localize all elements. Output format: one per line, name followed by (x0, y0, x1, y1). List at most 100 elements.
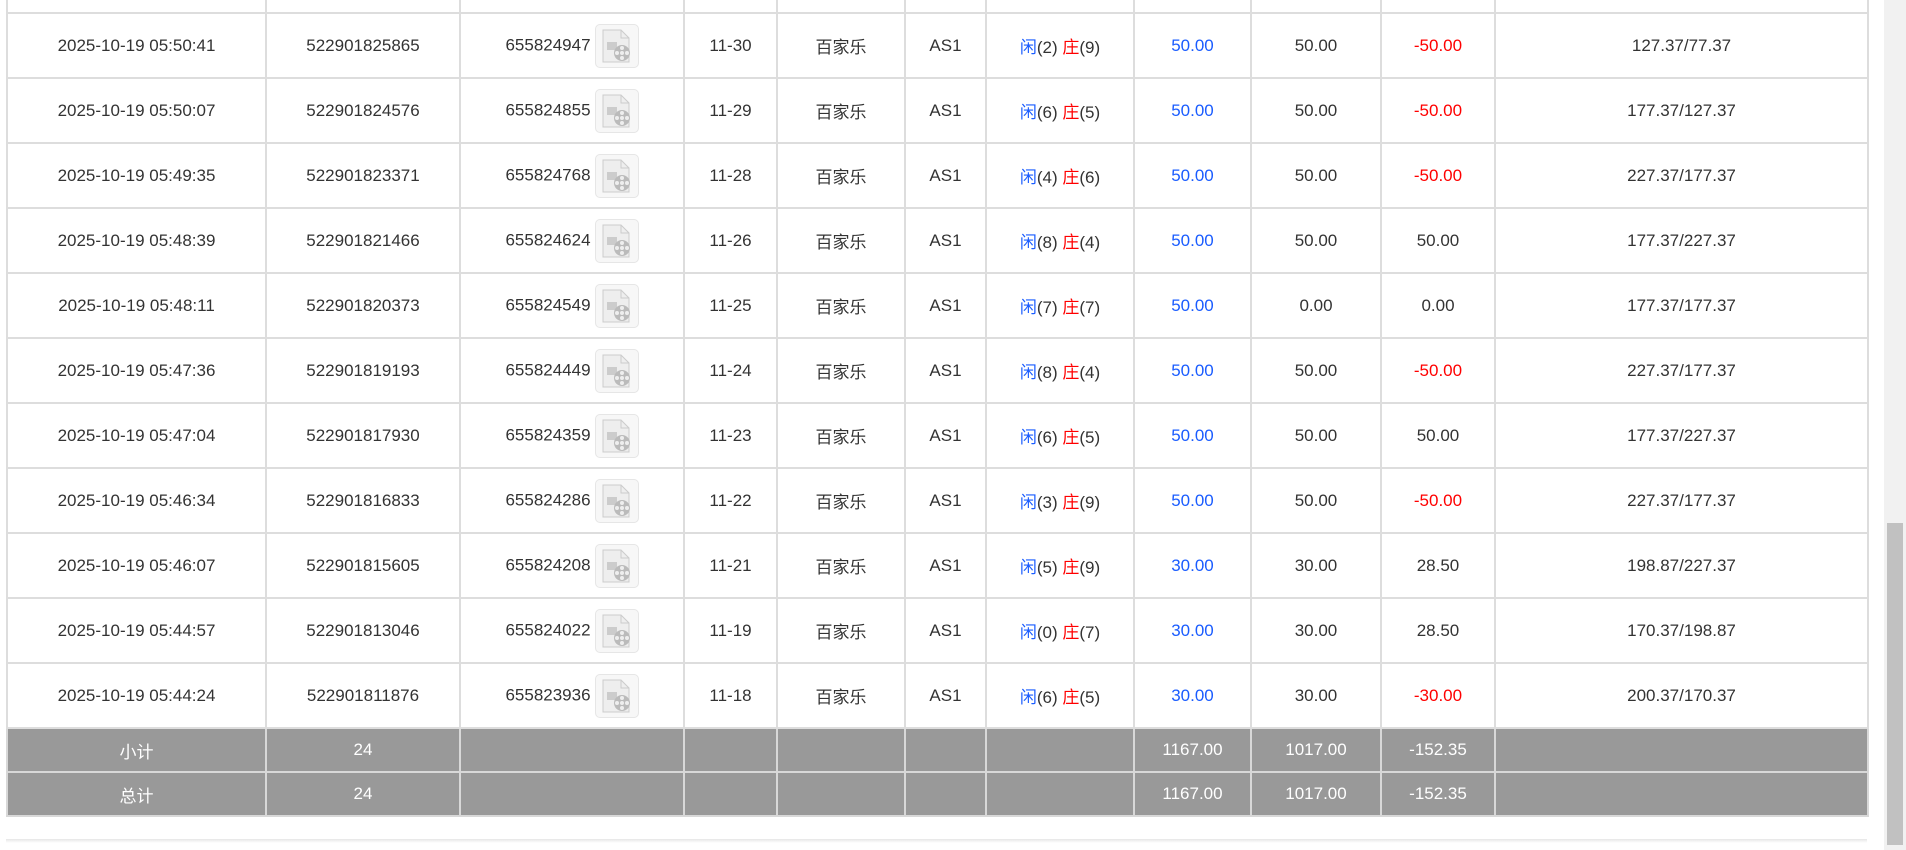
table-row: 2025-10-19 05:46:07 522901815605 655824208… (6, 532, 1869, 599)
vertical-scrollbar[interactable] (1884, 0, 1906, 850)
banker-label: 庄 (1062, 233, 1080, 252)
balance-change: 177.37/127.37 (1494, 77, 1869, 144)
video-file-icon[interactable] (594, 23, 639, 68)
order-number: 522901824576 (265, 77, 461, 144)
game-id: 655824947 (505, 34, 591, 54)
game-name: 百家乐 (776, 207, 906, 274)
win-loss: 0.00 (1380, 272, 1496, 339)
summary-win: -152.35 (1380, 771, 1496, 817)
round: 11-25 (683, 272, 778, 339)
video-file-icon[interactable] (594, 153, 639, 198)
bet-time: 2025-10-19 05:46:07 (6, 532, 267, 599)
order-number: 522901823371 (265, 142, 461, 209)
video-file-icon[interactable] (594, 283, 639, 328)
banker-label: 庄 (1062, 168, 1080, 187)
valid-bet: 0.00 (1250, 272, 1382, 339)
game-id-cell: 655824208 (459, 532, 685, 599)
scrollbar-thumb[interactable] (1887, 523, 1903, 845)
win-loss: -50.00 (1380, 337, 1496, 404)
player-points: (6) (1036, 428, 1058, 447)
summary-valid: 1017.00 (1250, 771, 1382, 817)
banker-label: 庄 (1062, 688, 1080, 707)
table-code: AS1 (904, 207, 987, 274)
win-loss: 50.00 (1380, 207, 1496, 274)
game-id: 655824208 (505, 554, 591, 574)
bet-amount: 50.00 (1133, 402, 1252, 469)
game-id: 655824768 (505, 164, 591, 184)
bet-time: 2025-10-19 05:50:41 (6, 12, 267, 79)
balance-change: 227.37/177.37 (1494, 142, 1869, 209)
video-file-icon[interactable] (594, 673, 639, 718)
result-cell: 闲(5) 庄(9) (985, 532, 1135, 599)
video-file-icon[interactable] (594, 478, 639, 523)
balance-change: 198.87/227.37 (1494, 532, 1869, 599)
round: 11-26 (683, 207, 778, 274)
banker-label: 庄 (1062, 103, 1080, 122)
table-code: AS1 (904, 402, 987, 469)
game-id-cell: 655824549 (459, 272, 685, 339)
bet-time: 2025-10-19 05:48:39 (6, 207, 267, 274)
game-id-cell: 655824449 (459, 337, 685, 404)
banker-label: 庄 (1062, 428, 1080, 447)
player-label: 闲 (1019, 558, 1037, 577)
banker-points: (4) (1079, 363, 1101, 382)
game-id: 655824449 (505, 359, 591, 379)
banker-points: (7) (1079, 298, 1101, 317)
banker-label: 庄 (1062, 558, 1080, 577)
table-row: 2025-10-19 05:46:34 522901816833 655824286… (6, 467, 1869, 534)
video-file-icon[interactable] (594, 88, 639, 133)
player-points: (7) (1036, 298, 1058, 317)
video-file-icon[interactable] (594, 543, 639, 588)
player-label: 闲 (1019, 38, 1037, 57)
game-id: 655824624 (505, 229, 591, 249)
balance-change: 170.37/198.87 (1494, 597, 1869, 664)
game-name: 百家乐 (776, 12, 906, 79)
banker-label: 庄 (1062, 493, 1080, 512)
round: 11-24 (683, 337, 778, 404)
banker-points: (9) (1079, 493, 1101, 512)
bet-records-table: 2025-10-19 05:50:41 522901825865 655824947… (6, 0, 1869, 817)
balance-change: 177.37/227.37 (1494, 402, 1869, 469)
bet-time: 2025-10-19 05:50:07 (6, 77, 267, 144)
video-file-icon[interactable] (594, 218, 639, 263)
banker-points: (4) (1079, 233, 1101, 252)
summary-row: 总计 24 1167.00 1017.00 -152.35 (6, 771, 1869, 817)
round: 11-19 (683, 597, 778, 664)
bet-amount: 50.00 (1133, 77, 1252, 144)
banker-label: 庄 (1062, 298, 1080, 317)
table-code: AS1 (904, 272, 987, 339)
bet-amount: 50.00 (1133, 207, 1252, 274)
bet-amount: 50.00 (1133, 467, 1252, 534)
win-loss: -50.00 (1380, 77, 1496, 144)
balance-change: 127.37/77.37 (1494, 12, 1869, 79)
table-code: AS1 (904, 12, 987, 79)
banker-points: (5) (1079, 428, 1101, 447)
player-points: (8) (1036, 363, 1058, 382)
bet-time: 2025-10-19 05:44:24 (6, 662, 267, 729)
order-number: 522901813046 (265, 597, 461, 664)
game-name: 百家乐 (776, 402, 906, 469)
game-id: 655823936 (505, 684, 591, 704)
player-label: 闲 (1019, 233, 1037, 252)
result-cell: 闲(2) 庄(9) (985, 12, 1135, 79)
player-points: (4) (1036, 168, 1058, 187)
game-name: 百家乐 (776, 142, 906, 209)
player-points: (6) (1036, 103, 1058, 122)
summary-count: 24 (265, 727, 461, 773)
summary-bet: 1167.00 (1133, 727, 1252, 773)
player-label: 闲 (1019, 103, 1037, 122)
game-id-cell: 655824947 (459, 12, 685, 79)
game-id-cell: 655824022 (459, 597, 685, 664)
video-file-icon[interactable] (594, 413, 639, 458)
game-id-cell: 655824855 (459, 77, 685, 144)
game-id-cell: 655824768 (459, 142, 685, 209)
table-code: AS1 (904, 597, 987, 664)
player-label: 闲 (1019, 298, 1037, 317)
player-label: 闲 (1019, 493, 1037, 512)
player-label: 闲 (1019, 428, 1037, 447)
order-number: 522901817930 (265, 402, 461, 469)
video-file-icon[interactable] (594, 348, 639, 393)
game-id: 655824359 (505, 424, 591, 444)
video-file-icon[interactable] (594, 608, 639, 653)
round: 11-22 (683, 467, 778, 534)
